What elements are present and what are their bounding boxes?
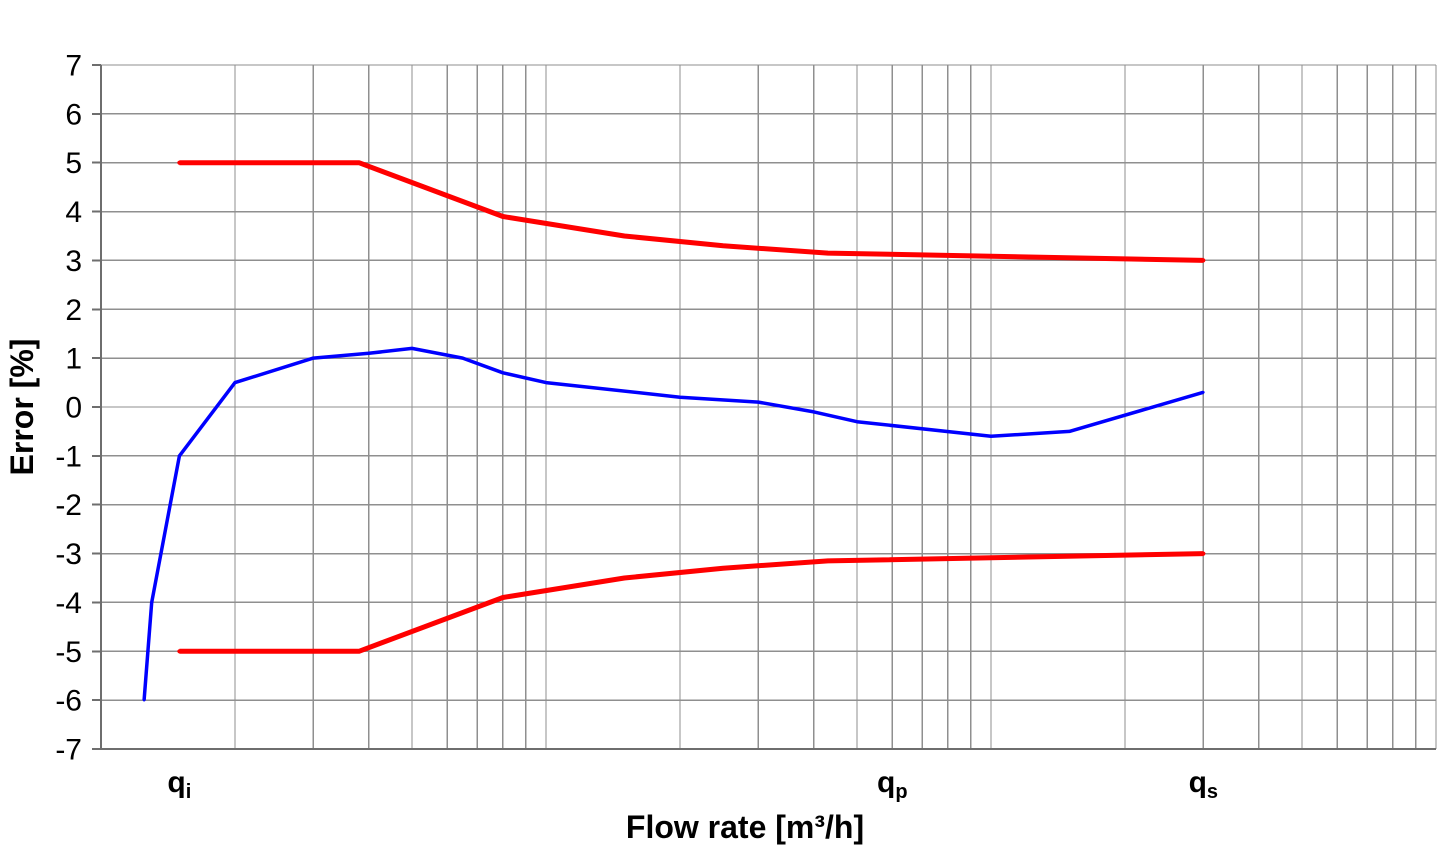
y-tick-label: -2 <box>55 489 82 522</box>
y-tick-label: 5 <box>65 147 82 180</box>
series-2-point <box>410 347 414 350</box>
y-tick-label: 1 <box>65 343 82 376</box>
series-2-point <box>1068 430 1071 433</box>
x-tick-label-main: q <box>167 766 185 799</box>
x-tick-label-subscript: i <box>186 781 192 803</box>
series-2-point <box>178 454 181 458</box>
y-axis-ticks: 7 6 5 4 3 2 1 0 -1 -2 -3 -4 -5 -6 -7 <box>55 50 101 767</box>
series-2-point <box>1201 390 1205 394</box>
series-2-point <box>461 356 465 360</box>
series-2-point <box>142 698 146 702</box>
y-tick-label: -1 <box>55 440 82 473</box>
series-2-point <box>989 434 993 438</box>
series-2-point <box>150 601 154 604</box>
y-tick-label: -6 <box>55 685 82 718</box>
x-tick-label-main: q <box>877 766 895 799</box>
series-1-point <box>356 649 362 654</box>
y-tick-label: 4 <box>65 196 82 229</box>
y-tick-label: 3 <box>65 245 82 278</box>
series-2-point <box>367 351 371 355</box>
series-2-point <box>233 381 237 384</box>
x-tick-label-subscript: p <box>895 781 907 803</box>
series-2-point <box>756 400 760 404</box>
series-1-point <box>721 566 726 571</box>
y-tick-label: -4 <box>55 587 82 620</box>
x-tick-label-subscript: s <box>1207 781 1218 803</box>
series-1-point <box>622 575 627 581</box>
series-1-point <box>825 558 831 564</box>
series-2-point <box>812 410 816 414</box>
y-tick-label: -3 <box>55 538 82 571</box>
y-axis-title: Error [%] <box>4 339 40 476</box>
x-axis-ticks: qi qp qs <box>167 766 1218 803</box>
series-1-point <box>500 595 505 600</box>
y-tick-label: 0 <box>65 392 82 425</box>
x-tick-label: qp <box>877 766 908 803</box>
y-tick-label: -5 <box>55 636 82 669</box>
series-0-point <box>356 160 362 165</box>
series-1-point <box>1201 551 1206 556</box>
series-2-point <box>501 371 505 375</box>
series-2-point <box>678 395 682 399</box>
series-0-point <box>1201 258 1206 263</box>
series-2-point <box>855 420 859 424</box>
series-group <box>142 160 1206 702</box>
series-2-point <box>311 356 315 360</box>
x-tick-label-main: q <box>1189 766 1207 799</box>
x-axis-title: Flow rate [m³/h] <box>626 809 864 845</box>
series-0-point <box>825 251 831 256</box>
y-tick-label: 7 <box>65 50 82 83</box>
series-1-point <box>177 649 182 654</box>
x-tick-label: qi <box>167 766 191 803</box>
series-0-point <box>622 233 627 239</box>
series-0-point <box>721 243 726 248</box>
series-0-point <box>500 214 505 219</box>
y-tick-label: -7 <box>55 734 82 767</box>
series-2-point <box>544 381 548 384</box>
y-tick-label: 6 <box>65 98 82 131</box>
series-0-point <box>177 160 182 165</box>
y-tick-label: 2 <box>65 294 82 327</box>
x-tick-label: qs <box>1189 766 1218 803</box>
gridlines <box>100 64 1437 750</box>
